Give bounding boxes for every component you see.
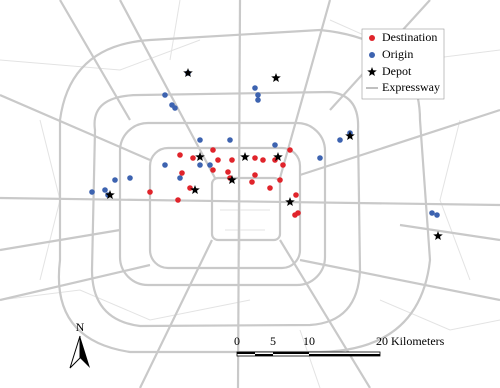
destination-point (252, 155, 258, 161)
depot-point (240, 152, 250, 161)
points (89, 68, 443, 240)
destination-point (277, 177, 283, 183)
scale-bar-segment (273, 352, 309, 354)
destination-point (210, 147, 216, 153)
origin-point (255, 92, 261, 98)
north-arrow: N (69, 320, 90, 369)
sixth-ring (57, 28, 432, 354)
destination-point (249, 179, 255, 185)
destination-point (260, 157, 266, 163)
origin-point (177, 175, 183, 181)
destination-point (175, 197, 181, 203)
depot-point (227, 175, 237, 184)
scale-label: 10 (303, 334, 315, 348)
north-arrow-right (80, 336, 90, 368)
legend-depot-marker (367, 67, 377, 76)
destination-point (179, 170, 185, 176)
destination-point (147, 189, 153, 195)
origin-point (227, 137, 233, 143)
depot-point (273, 152, 283, 161)
origin-point (434, 212, 440, 218)
destination-point (225, 169, 231, 175)
destination-point (187, 185, 193, 191)
origin-point (162, 162, 168, 168)
destination-point (190, 155, 196, 161)
depot-point (271, 73, 281, 82)
scale-bar-segment (237, 352, 255, 354)
scale-label: 0 (234, 334, 240, 348)
legend-label: Expressway (382, 80, 440, 94)
origin-point (272, 142, 278, 148)
scale-label: 5 (270, 334, 276, 348)
origin-point (162, 92, 168, 98)
fourth-ring (118, 121, 327, 287)
depot-point (345, 131, 355, 140)
origin-point (102, 187, 108, 193)
north-label: N (76, 320, 85, 334)
origin-point (337, 137, 343, 143)
origin-point (127, 175, 133, 181)
legend-destination-marker (369, 35, 375, 41)
north-arrow-left (69, 335, 81, 369)
third-ring (148, 146, 302, 270)
destination-point (252, 172, 258, 178)
origin-point (89, 189, 95, 195)
origin-point (255, 97, 261, 103)
destination-point (267, 185, 273, 191)
destination-point (287, 147, 293, 153)
legend-origin-marker (369, 52, 375, 58)
destination-point (210, 167, 216, 173)
origin-point (172, 105, 178, 111)
legend-label: Destination (382, 30, 437, 44)
depot-point (105, 190, 115, 199)
scale-bar-segment (309, 354, 380, 356)
legend: Destination Origin Depot Expressway (361, 28, 445, 100)
destination-point (177, 152, 183, 158)
legend-label: Origin (382, 47, 413, 61)
origin-point (197, 137, 203, 143)
origin-point (197, 162, 203, 168)
origin-point (252, 85, 258, 91)
second-ring (210, 176, 282, 242)
destination-point (215, 157, 221, 163)
depot-point (190, 185, 200, 194)
destination-point (292, 212, 298, 218)
scale-bar-segment (255, 354, 273, 356)
origin-point (429, 210, 435, 216)
origin-point (112, 177, 118, 183)
depot-point (433, 231, 443, 240)
scale-label: 20 Kilometers (376, 334, 445, 348)
destination-point (229, 157, 235, 163)
destination-point (280, 162, 286, 168)
scale-bar: 0 5 10 20 Kilometers (234, 334, 445, 357)
origin-point (317, 155, 323, 161)
origin-point (207, 162, 213, 168)
depot-point (183, 68, 193, 77)
fifth-ring (90, 90, 362, 328)
depot-point (285, 197, 295, 206)
legend-label: Depot (382, 64, 412, 78)
destination-point (293, 192, 299, 198)
depot-point (195, 152, 205, 161)
